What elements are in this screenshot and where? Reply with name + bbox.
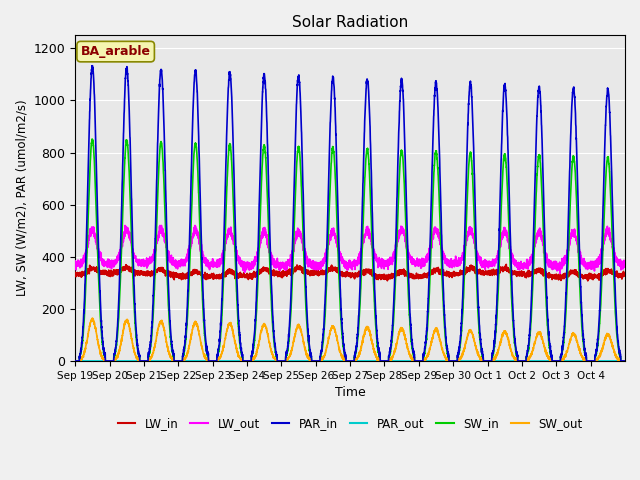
X-axis label: Time: Time bbox=[335, 386, 365, 399]
Line: SW_in: SW_in bbox=[75, 139, 625, 361]
SW_out bbox=[71, 358, 79, 364]
SW_in bbox=[528, 301, 536, 307]
LW_out bbox=[501, 228, 509, 234]
LW_out bbox=[122, 223, 129, 228]
Line: SW_out: SW_out bbox=[75, 318, 625, 361]
Text: BA_arable: BA_arable bbox=[81, 45, 150, 58]
PAR_in bbox=[621, 358, 629, 364]
Line: LW_in: LW_in bbox=[75, 264, 625, 281]
SW_in bbox=[542, 298, 550, 303]
PAR_in bbox=[371, 284, 378, 289]
PAR_in bbox=[71, 358, 79, 364]
LW_in bbox=[542, 269, 550, 275]
SW_in bbox=[621, 358, 629, 364]
PAR_out bbox=[71, 358, 79, 364]
PAR_out bbox=[621, 358, 629, 364]
Title: Solar Radiation: Solar Radiation bbox=[292, 15, 408, 30]
SW_in bbox=[400, 175, 408, 181]
PAR_in bbox=[528, 282, 536, 288]
LW_in bbox=[584, 278, 591, 284]
PAR_out bbox=[542, 358, 550, 364]
SW_out bbox=[400, 331, 408, 337]
PAR_in bbox=[542, 278, 550, 284]
LW_in bbox=[528, 269, 536, 275]
LW_out bbox=[371, 251, 378, 257]
SW_out bbox=[542, 350, 550, 356]
SW_out bbox=[371, 348, 378, 354]
PAR_out bbox=[186, 358, 193, 364]
SW_out bbox=[621, 358, 629, 364]
LW_in bbox=[400, 267, 408, 273]
SW_out bbox=[501, 328, 509, 334]
LW_in bbox=[501, 264, 509, 270]
PAR_in bbox=[186, 246, 193, 252]
SW_out bbox=[186, 343, 193, 348]
LW_in bbox=[502, 262, 510, 267]
SW_in bbox=[371, 300, 378, 305]
PAR_in bbox=[400, 114, 408, 120]
SW_in bbox=[501, 151, 509, 157]
Y-axis label: LW, SW (W/m2), PAR (umol/m2/s): LW, SW (W/m2), PAR (umol/m2/s) bbox=[15, 100, 28, 297]
PAR_in bbox=[88, 63, 96, 69]
SW_in bbox=[88, 136, 96, 142]
SW_out bbox=[528, 351, 536, 357]
LW_in bbox=[621, 271, 629, 276]
LW_out bbox=[186, 251, 193, 256]
LW_out bbox=[621, 263, 629, 268]
Line: LW_out: LW_out bbox=[75, 226, 625, 274]
PAR_out bbox=[371, 358, 378, 364]
LW_out bbox=[556, 271, 564, 276]
Line: PAR_in: PAR_in bbox=[75, 66, 625, 361]
LW_in bbox=[186, 272, 193, 278]
PAR_out bbox=[528, 358, 536, 364]
SW_in bbox=[71, 358, 79, 364]
LW_out bbox=[528, 256, 536, 262]
LW_in bbox=[71, 269, 79, 275]
SW_in bbox=[186, 274, 193, 280]
LW_out bbox=[71, 258, 79, 264]
PAR_out bbox=[400, 358, 408, 364]
Legend: LW_in, LW_out, PAR_in, PAR_out, SW_in, SW_out: LW_in, LW_out, PAR_in, PAR_out, SW_in, S… bbox=[113, 412, 587, 435]
PAR_out bbox=[501, 358, 509, 364]
LW_out bbox=[542, 254, 550, 260]
LW_in bbox=[371, 272, 378, 278]
LW_out bbox=[400, 228, 408, 234]
PAR_in bbox=[501, 84, 509, 89]
SW_out bbox=[88, 315, 96, 321]
